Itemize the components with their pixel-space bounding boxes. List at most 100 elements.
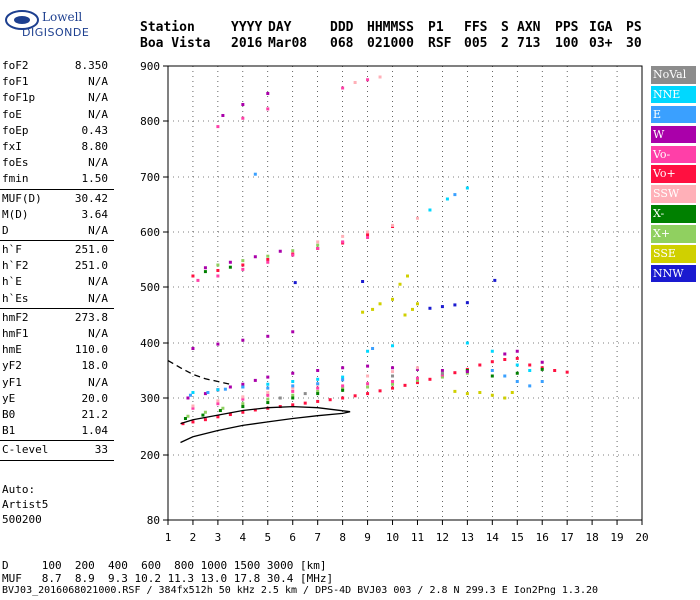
footer-muf-line: MUF 8.7 8.9 9.3 10.2 11.3 13.0 17.8 30.4… [2, 572, 334, 585]
param-separator [0, 240, 114, 242]
param-value: 8.80 [81, 139, 109, 153]
data-point-ssw [241, 395, 245, 399]
data-point-vo- [478, 363, 482, 367]
data-point-vo- [191, 274, 195, 278]
data-point-sse [371, 307, 375, 311]
logo-line1: Lowell [42, 10, 83, 24]
data-point-vo- [228, 413, 232, 417]
y-tick-label: 200 [140, 449, 160, 462]
lowell-digisonde-logo: Lowell DIGISONDE [4, 4, 124, 44]
data-point-x- [221, 406, 225, 410]
legend-entry-vo-: Vo- [651, 145, 696, 164]
data-point-ssw [391, 223, 395, 227]
param-name: M(D) [2, 207, 29, 221]
data-point-x- [465, 371, 469, 375]
param-name: B0 [2, 407, 16, 421]
data-point-x- [316, 243, 320, 247]
data-point-sse [403, 313, 407, 317]
data-point-x- [291, 393, 295, 397]
data-point-x- [241, 259, 245, 263]
param-row: foF2 8.350 [0, 58, 114, 74]
data-point-e [341, 378, 345, 382]
data-point-x- [341, 386, 345, 390]
param-separator [0, 188, 114, 190]
data-point-x- [366, 385, 370, 389]
y-tick-label: 900 [140, 60, 160, 73]
data-point-x- [266, 397, 270, 401]
data-point-e [266, 386, 270, 390]
data-point-e [490, 369, 494, 372]
data-point-e [528, 384, 532, 388]
data-point-x- [440, 375, 444, 379]
x-tick-label: 9 [364, 531, 371, 544]
data-point-vo- [366, 392, 370, 396]
data-point-ssw [391, 370, 395, 374]
data-point-sse [510, 391, 514, 394]
x-tick-label: 20 [635, 531, 648, 544]
data-point-vo- [553, 369, 557, 372]
param-separator [0, 307, 114, 309]
data-point-sse [391, 297, 395, 301]
data-point-noval [440, 371, 444, 375]
param-value: N/A [88, 156, 108, 170]
data-point-nne [316, 377, 320, 381]
legend-entry-ssw: SSW [651, 185, 696, 203]
param-name: hmE [2, 343, 22, 357]
data-point-vo- [415, 376, 419, 380]
y-tick-label: 80 [147, 514, 160, 527]
data-point-e [241, 385, 245, 389]
data-point-nne [528, 369, 532, 372]
data-point-w [241, 338, 245, 342]
data-point-vo- [515, 356, 519, 360]
data-point-sse [378, 302, 382, 306]
param-value: N/A [88, 291, 108, 305]
data-point-sse [398, 282, 402, 286]
param-name: foEp [2, 123, 29, 137]
legend-entry-w: W [651, 125, 696, 144]
header-value-2: Mar08 [268, 36, 308, 51]
param-value: 0.43 [81, 123, 109, 137]
legend-entry-noval: NoVal [651, 66, 696, 84]
x-tick-label: 3 [215, 531, 222, 544]
data-point-vo- [181, 422, 185, 426]
param-row: fxI 8.80 [0, 139, 114, 155]
header-value-7: 2 [501, 36, 509, 51]
data-point-ssw [378, 75, 382, 79]
data-point-vo- [366, 233, 370, 237]
data-point-nne [266, 382, 270, 386]
data-point-w [316, 369, 320, 372]
data-point-x- [540, 367, 544, 371]
data-point-vo- [391, 386, 395, 390]
autoscaling-info: Auto: Artist5 500200 [2, 482, 48, 527]
data-point-vo- [291, 253, 295, 257]
data-point-vo- [196, 278, 200, 282]
data-point-nne [465, 186, 469, 190]
param-name: fmin [2, 172, 29, 186]
param-name: D [2, 223, 9, 237]
legend-entry-sse: SSE [651, 245, 696, 263]
data-point-x- [266, 254, 270, 258]
data-point-nne [391, 344, 395, 348]
data-point-vo- [266, 107, 270, 111]
header-label-0: Station [140, 20, 195, 35]
data-point-ssw [415, 216, 419, 220]
data-point-x- [316, 389, 320, 393]
data-point-x- [203, 410, 207, 414]
data-point-vo- [216, 274, 220, 278]
param-row: foF1p N/A [0, 90, 114, 106]
data-point-vo- [503, 358, 507, 361]
data-point-x- [201, 413, 205, 417]
data-point-vo- [241, 397, 245, 401]
data-point-x- [216, 263, 220, 267]
data-point-e [188, 393, 192, 397]
param-value: N/A [88, 327, 108, 340]
data-point-vo- [341, 86, 345, 90]
data-point-e [223, 387, 227, 391]
param-name: hmF1 [2, 327, 29, 340]
header-label-9: PPS [555, 20, 579, 35]
direction-legend: NoVal NNE E W Vo- Vo+ SSW X- X+ SSE NNW [651, 66, 696, 285]
data-point-nnw [293, 281, 297, 285]
param-value: N/A [88, 275, 108, 289]
data-point-w [241, 103, 245, 106]
data-point-x- [291, 396, 295, 400]
